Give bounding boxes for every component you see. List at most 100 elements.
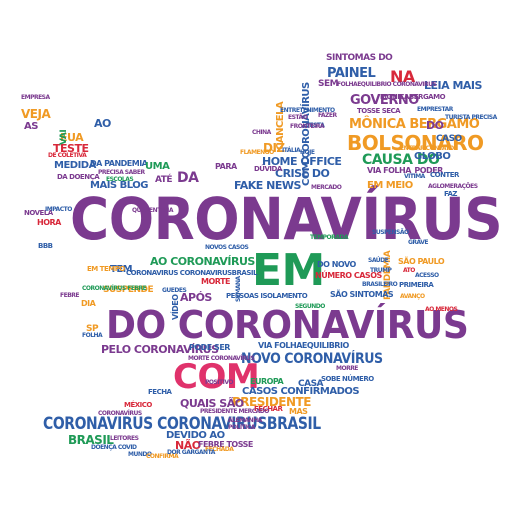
word: TEM — [110, 264, 133, 275]
word: TESTA — [306, 122, 325, 129]
word: EUA — [60, 131, 84, 144]
word: HORA — [37, 218, 61, 227]
word: GOVERNO — [350, 93, 419, 108]
word: NOVO CORONAVÍRUS — [241, 351, 383, 367]
word: PRECISA SABER — [98, 169, 145, 176]
word: PRESIDENTE MERCADO — [200, 408, 269, 415]
word: ESTÃO — [288, 114, 308, 121]
word: APÓS — [180, 291, 212, 304]
word: AVANÇO — [400, 293, 425, 300]
word: CORONAVÍRUS — [70, 185, 503, 253]
word: DOR GARGANTA — [167, 449, 215, 456]
word: TRUMP — [370, 267, 392, 274]
word: TEMPORADA — [310, 234, 349, 241]
word: ENTRETENIMENTO — [280, 107, 335, 114]
word: CORONAVIRUS CORONAVIRUSBRASIL — [43, 414, 321, 434]
word: FAKE NEWS — [234, 179, 301, 192]
word: PRESIDENTE — [232, 395, 311, 409]
word: NÃO — [175, 439, 201, 452]
word: SINTOMAS DO — [326, 53, 393, 63]
word: ATO — [403, 267, 415, 274]
word: PELO CORONAVÍRUS — [101, 343, 219, 356]
word: PARA — [215, 162, 237, 171]
word: FECHADA — [205, 446, 234, 453]
word: MAIS BLOG — [90, 180, 148, 191]
word: ESCOLAS — [106, 176, 134, 183]
word: VIA FOLHA_PODER — [367, 166, 443, 175]
word: LEIA MAIS — [424, 79, 482, 92]
word: FECHAR — [254, 405, 283, 413]
word: MÔNICA BERGAMO — [349, 117, 480, 132]
word: SUSPENDE — [103, 285, 154, 295]
word: EM TEMPO — [87, 265, 125, 273]
word: FECHA — [148, 388, 172, 396]
word: MORRE — [336, 365, 358, 372]
word: GRAVE — [408, 239, 429, 246]
word: FOLHAEQUILIBRIO CORONAVIRUS — [337, 81, 437, 88]
word: POLÍTICA — [228, 424, 255, 431]
word: MORTE — [201, 277, 230, 286]
word: DEVIDO AO — [166, 430, 225, 441]
word: AS — [24, 121, 38, 132]
word: BBB — [38, 242, 53, 250]
word: TURISTA PRECISA — [445, 114, 497, 121]
word: PESSOAS ISOLAMENTO — [226, 292, 308, 300]
word: AO CORONAVÍRUS — [150, 255, 255, 268]
word: FOLHA — [82, 332, 103, 339]
word: MÉXICO — [124, 401, 152, 409]
word: FLAMENGO — [240, 149, 274, 156]
word: EMPRESA — [21, 94, 50, 101]
word: MORTE CORONAVÍRUS — [188, 355, 255, 362]
word: CORONAVÍRUS — [98, 410, 142, 417]
word: SEGUNDO — [295, 303, 325, 310]
word: QUARENTENA — [132, 207, 174, 214]
word: MUNDO — [128, 451, 152, 458]
word: FEBRE — [60, 292, 80, 299]
word: DO NOVO — [317, 260, 356, 269]
word: CASO — [436, 134, 462, 144]
word: LEITORES — [110, 435, 139, 442]
word: CAUSA DO — [362, 152, 440, 168]
word: CASOS CONFIRMADOS — [242, 386, 360, 397]
word: CASA — [298, 379, 324, 389]
word: SEM — [318, 79, 339, 89]
word: DÚVIDA — [254, 165, 282, 173]
word: PRIMEIRA — [399, 281, 434, 289]
word: MERCADO — [311, 184, 342, 191]
word: EM — [252, 245, 325, 296]
word: ITÁLIA — [282, 147, 301, 154]
word: BRASILEIRO — [362, 281, 398, 288]
word: AO — [94, 117, 111, 130]
word: COM — [173, 357, 260, 397]
word: PAINEL — [327, 66, 376, 81]
word: AGLOMERAÇÕES — [428, 183, 478, 190]
word: DIA — [81, 299, 96, 308]
word: DA PANDEMIA — [90, 159, 148, 168]
word: VIA FOLHAEQUILIBRIO — [258, 341, 349, 350]
word: VEJA — [21, 107, 51, 121]
word: UMA — [145, 161, 170, 172]
word: SAÚDE — [368, 257, 389, 264]
word: QUAIS SÃO — [180, 397, 244, 410]
word: NOVELA — [24, 209, 53, 217]
word: MONICABERGAMO — [380, 93, 446, 101]
word: EUROPA — [250, 377, 284, 386]
word: POSITIVO — [205, 379, 234, 386]
word: GLOBO — [414, 151, 451, 162]
word: SOBE NÚMERO — [321, 375, 374, 383]
word: SÃO PAULO — [398, 257, 445, 266]
word: VITIMA — [404, 173, 425, 180]
word: SUSPENSÃO — [372, 229, 409, 236]
word: SÃO SINTOMAS — [330, 290, 394, 299]
word: IMPACTO — [45, 206, 72, 213]
word: DOENÇA COVID — [91, 444, 137, 451]
word: ATÉ — [155, 175, 173, 185]
word: COM CORONAVÍRUS — [301, 82, 312, 186]
word: FAZER — [318, 112, 337, 119]
word: MEDIDA — [54, 160, 96, 171]
word: VAI — [59, 129, 69, 145]
word: SP — [86, 324, 99, 334]
word: CORONAVIRUS CORONAVIRUSBRASIL — [126, 269, 257, 277]
word: TESTE — [53, 142, 89, 155]
